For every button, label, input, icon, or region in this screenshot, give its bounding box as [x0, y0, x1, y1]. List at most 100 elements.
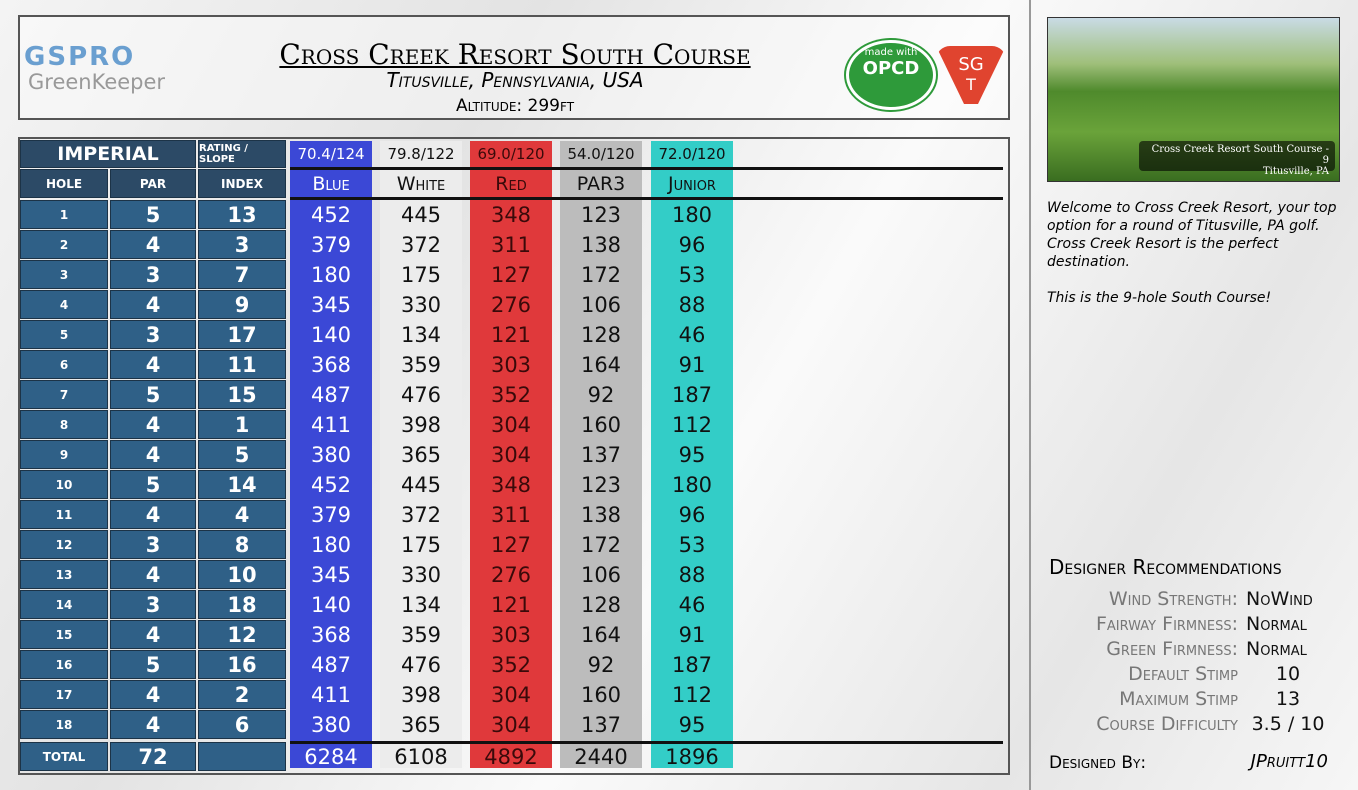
yardage: 372 [400, 232, 442, 257]
yardage: 164 [580, 622, 622, 647]
hole-number: 9 [20, 440, 108, 469]
preview-caption: Cross Creek Resort South Course - 9 Titu… [1139, 141, 1335, 177]
paragraph: This is the 9-hole South Course! [1047, 290, 1272, 306]
rec-label: Maximum Stimp [1119, 688, 1238, 710]
yardage: 379 [310, 502, 352, 527]
yardage: 137 [580, 712, 622, 737]
yardage: 180 [310, 532, 352, 557]
hole-number: 7 [20, 380, 108, 409]
yardage: 53 [678, 532, 706, 557]
course-preview: Cross Creek Resort South Course - 9 Titu… [1047, 17, 1340, 182]
cell-value: 4 [110, 410, 196, 439]
header-box [18, 15, 1010, 120]
total-yardage: 6284 [304, 745, 358, 769]
cell-value: 5 [110, 200, 196, 229]
yardage: 365 [400, 442, 442, 467]
tee-name: Red [495, 172, 527, 195]
yardage: 476 [400, 652, 442, 677]
rec-label: Wind Strength: [1108, 588, 1238, 610]
yardage: 304 [490, 712, 532, 737]
yardage: 53 [678, 262, 706, 287]
cell-value: 5 [198, 440, 286, 469]
tee-name: Blue [312, 172, 350, 195]
tee-name: PAR3 [576, 172, 626, 195]
badge-text: OPCD [862, 58, 920, 79]
tee-rating: 69.0/120 [477, 144, 545, 163]
yardage: 411 [310, 412, 352, 437]
yardage: 138 [580, 502, 622, 527]
yardage: 127 [490, 532, 532, 557]
yardage: 311 [490, 232, 532, 257]
unit-label: IMPERIAL [20, 140, 196, 168]
yardage: 452 [310, 202, 352, 227]
yardage: 348 [490, 472, 532, 497]
yardage: 304 [490, 412, 532, 437]
yardage: 172 [580, 262, 622, 287]
rec-value: 13 [1275, 688, 1301, 710]
yardage: 372 [400, 502, 442, 527]
hole-number: 15 [20, 620, 108, 649]
yardage: 88 [678, 292, 706, 317]
rule [290, 167, 1003, 170]
hole-number: 18 [20, 710, 108, 739]
yardage: 160 [580, 412, 622, 437]
total-yardage: 6108 [394, 745, 448, 769]
badge-text: made with [864, 47, 918, 58]
total-yardage: 2440 [574, 745, 628, 769]
yardage: 180 [671, 472, 713, 497]
cell-value: 5 [110, 650, 196, 679]
cell-value: 3 [110, 530, 196, 559]
cell-value: 13 [198, 200, 286, 229]
opcd-badge: made with OPCD [846, 40, 936, 110]
yardage: 140 [310, 592, 352, 617]
hole-number: 12 [20, 530, 108, 559]
yardage: 95 [678, 442, 706, 467]
yardage: 452 [310, 472, 352, 497]
cell-value: 3 [110, 320, 196, 349]
hole-number: 16 [20, 650, 108, 679]
rec-value: Normal [1246, 613, 1307, 635]
cell-value: 16 [198, 650, 286, 679]
total-par: 72 [110, 742, 196, 771]
yardage: 330 [400, 562, 442, 587]
rule [290, 741, 1003, 744]
cell-value: 6 [198, 710, 286, 739]
yardage: 92 [587, 382, 615, 407]
hole-number: 6 [20, 350, 108, 379]
yardage: 137 [580, 442, 622, 467]
logo-product: GreenKeeper [28, 70, 166, 94]
yardage: 112 [671, 682, 713, 707]
rec-label: Green Firmness: [1106, 638, 1238, 660]
badge-text: T [966, 75, 976, 94]
hole-number: 8 [20, 410, 108, 439]
rec-value: Normal [1246, 638, 1307, 660]
tee-stripe [651, 141, 733, 768]
yardage: 345 [310, 562, 352, 587]
cell-value: 18 [198, 590, 286, 619]
yardage: 140 [310, 322, 352, 347]
yardage: 303 [490, 352, 532, 377]
yardage: 187 [671, 652, 713, 677]
recommendations-title: Designer Recommendations [1049, 555, 1282, 579]
total-index [198, 742, 286, 771]
yardage: 352 [490, 652, 532, 677]
rec-value: 10 [1275, 663, 1301, 685]
hole-number: 5 [20, 320, 108, 349]
yardage: 128 [580, 322, 622, 347]
tee-stripe [560, 141, 642, 768]
designer-label: Designed By: [1049, 753, 1147, 773]
cell-value: 4 [110, 710, 196, 739]
yardage: 46 [678, 322, 706, 347]
yardage: 311 [490, 502, 532, 527]
yardage: 112 [671, 412, 713, 437]
yardage: 445 [400, 202, 442, 227]
table-box [18, 137, 1010, 775]
badge-text: SG [958, 54, 984, 75]
rec-value: NoWind [1246, 588, 1313, 610]
cell-value: 3 [198, 230, 286, 259]
cell-value: 7 [198, 260, 286, 289]
yardage: 106 [580, 292, 622, 317]
cell-value: 14 [198, 470, 286, 499]
yardage: 445 [400, 472, 442, 497]
cell-value: 17 [198, 320, 286, 349]
